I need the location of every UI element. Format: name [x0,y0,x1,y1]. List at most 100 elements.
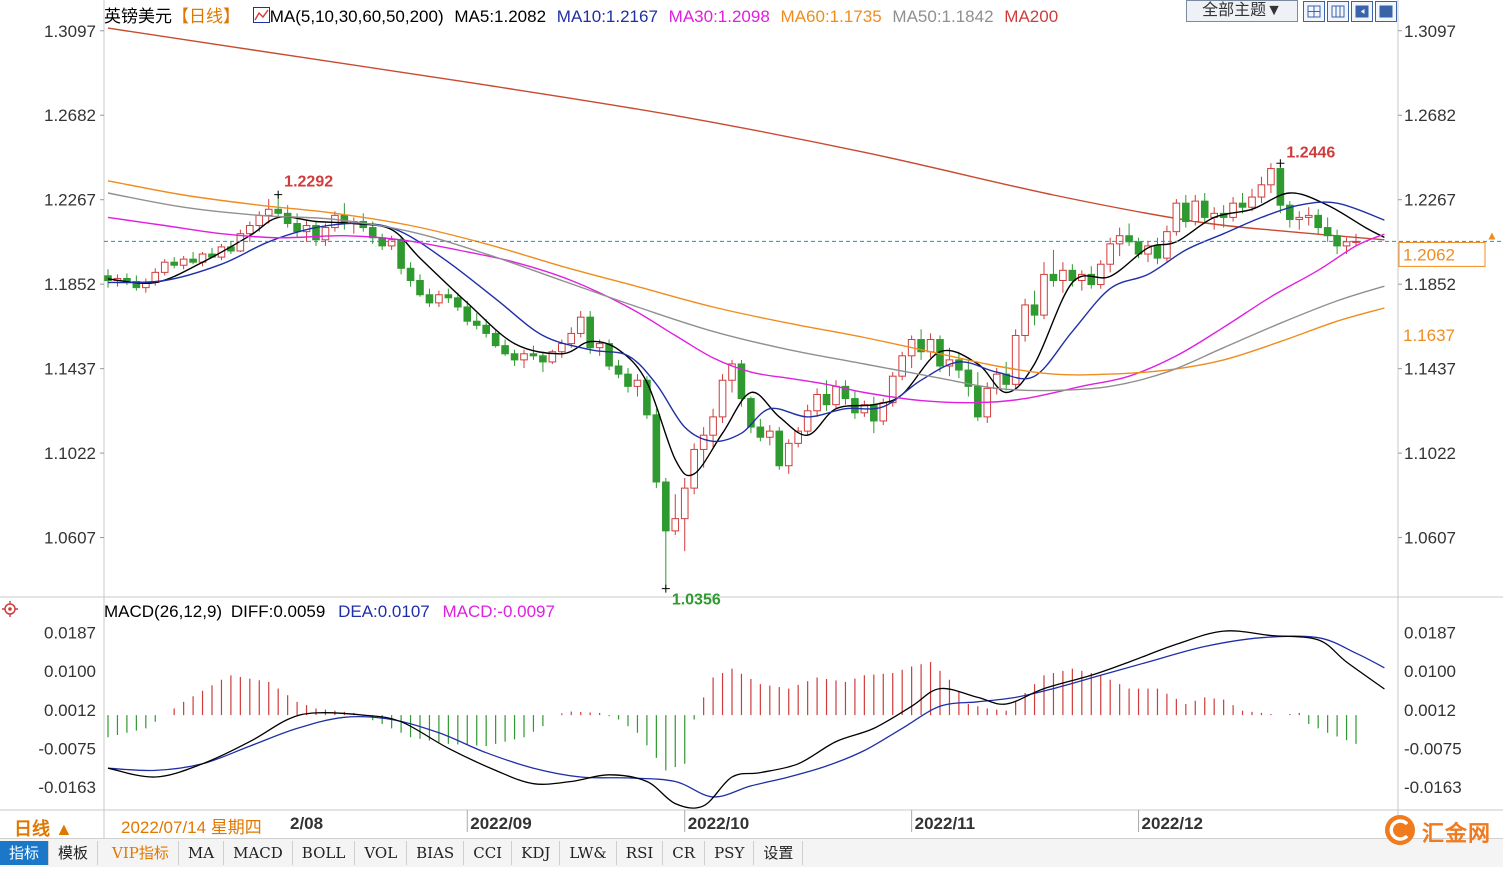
candle-body [255,214,264,227]
candle-body [274,208,282,214]
theme-dropdown-button[interactable]: 全部主题▼ [1186,0,1298,22]
price-tick-label-left: 1.2682 [44,106,96,125]
candle-body [1267,168,1275,186]
ma-line-ma30 [107,216,1385,404]
period-label: 【日线】 [172,7,240,26]
candle-body [1030,304,1039,316]
tab-cci[interactable]: CCI [464,841,513,865]
tab-lw[interactable]: LW& [560,841,617,865]
macd-tick-label-right: 0.0187 [1404,623,1456,642]
candle-body [1172,202,1181,233]
ma60-value: MA60:1.1735 [780,7,882,26]
candle-body [737,363,746,400]
macd-settings-icon[interactable] [1,600,19,618]
candle-body [794,430,802,444]
current-price-arrow: ▲ [1486,228,1498,242]
candle-body [633,379,642,387]
candle-body [1087,273,1096,286]
candle-body [747,398,755,428]
candle-body [1257,184,1266,198]
layout-prev-icon[interactable] [1351,1,1373,22]
candle-body [576,316,585,334]
candle-body [690,448,698,489]
price-tick-label-right: 1.0607 [1404,529,1456,548]
candle-body [558,343,566,353]
candle-body [463,306,472,322]
candle-body [917,339,925,353]
candle-body [1295,216,1304,220]
ma30-value: MA30:1.2098 [668,7,770,26]
tab-ma[interactable]: MA [179,841,225,865]
layout-next-icon[interactable] [1375,1,1397,22]
tab-kdj[interactable]: KDJ [512,841,561,865]
price-tick-label-left: 1.0607 [44,529,96,548]
candle-body [1125,235,1133,243]
macd-tick-label-right: 0.0012 [1404,701,1456,720]
candle-body [321,227,330,241]
tab-macd[interactable]: MACD [224,841,293,865]
candle-body [312,225,320,241]
high-marker-label: 1.2446 [1286,144,1335,161]
ma-line-ma5 [107,192,1385,477]
candle-body [264,208,273,216]
macd-tick-label-left: -0.0163 [38,778,96,797]
candle-body [1276,168,1285,206]
price-tick-label-right: 1.2267 [1404,191,1456,210]
tab-boll[interactable]: BOLL [293,841,356,865]
tab-settings[interactable]: 设置 [754,841,804,865]
macd-tick-label-right: -0.0075 [1404,739,1462,758]
candle-body [728,363,736,381]
candle-body [709,416,717,436]
macd-tick-label-left: 0.0100 [44,662,96,681]
extreme-cross [274,190,283,199]
tab-bias[interactable]: BIAS [407,841,465,865]
tab-vol[interactable]: VOL [355,841,408,865]
candle-body [160,261,169,273]
tab-rsi[interactable]: RSI [617,841,664,865]
candle-body [331,214,339,229]
logo-text: 汇金网 [1422,821,1492,846]
tab-vip-indicators[interactable]: VIP指标 [98,841,179,865]
price-tick-label-left: 1.2267 [44,191,96,210]
candle-body [605,343,613,367]
tab-psy[interactable]: PSY [705,841,755,865]
candle-body [406,267,415,282]
extreme-cross [1276,159,1285,168]
candle-body [416,280,424,296]
candle-body [671,518,680,532]
candle-body [898,355,906,377]
tab-cr[interactable]: CR [663,841,706,865]
price-tick-label-left: 1.1437 [44,360,96,379]
candle-body [888,375,897,404]
candle-body [482,324,490,334]
ma200-value: MA200 [1004,7,1059,26]
tab-indicators[interactable]: 指标 [0,841,50,865]
price-tick-label-right: 1.1852 [1404,275,1456,294]
candle-body [1304,214,1313,218]
candle-body [472,320,481,326]
candle-body [368,227,377,239]
candle-body [236,233,245,252]
candle-body [832,385,840,406]
price-tick-label-right: 1.1022 [1404,444,1456,463]
tab-templates[interactable]: 模板 [49,841,99,865]
candle-body [1314,214,1322,229]
date-tick-label: 2022/12 [1142,814,1203,833]
price-tick-label-right: 1.3097 [1404,22,1456,41]
candle-body [1059,269,1067,282]
macd-diff-line [107,630,1385,809]
macd-dea-line [107,635,1385,798]
layout-grid-icon[interactable] [1303,1,1325,22]
candle-body [246,225,254,235]
date-tick-label: 2/08 [290,814,323,833]
cursor-date: 2022/07/14 星期四 [121,818,262,837]
candle-body [293,223,301,233]
candle-body [1106,243,1114,265]
layout-split-icon[interactable] [1327,1,1349,22]
candle-body [1068,269,1077,282]
candle-body [132,281,141,289]
ma5-value: MA5:1.2082 [454,7,547,26]
candle-body [170,261,178,266]
period-selector[interactable]: 日线 ▲ [14,819,73,839]
